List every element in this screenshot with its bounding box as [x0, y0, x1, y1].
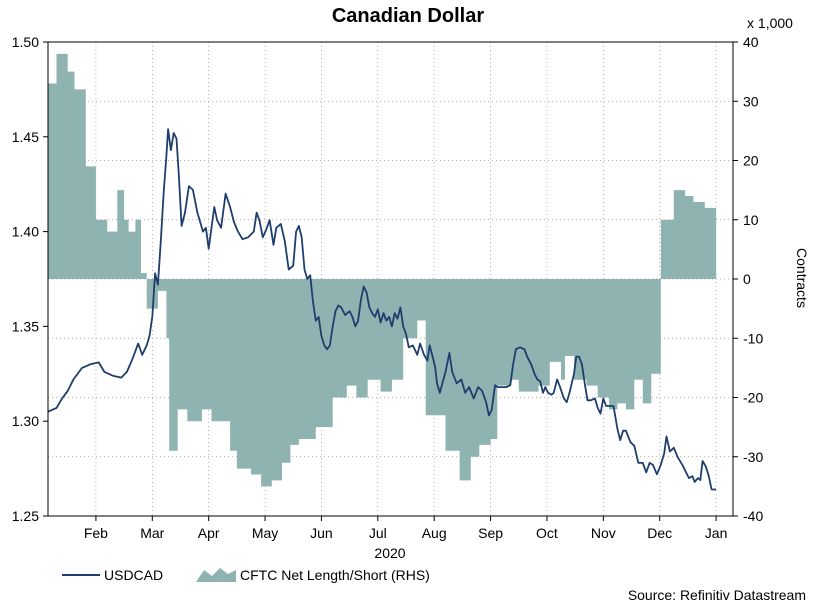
x-tick-label: Jan — [705, 525, 728, 541]
x-tick-label: Apr — [198, 525, 220, 541]
right-tick-label: 30 — [743, 93, 759, 109]
right-tick-label: 40 — [743, 34, 759, 50]
legend: USDCAD CFTC Net Length/Short (RHS) — [62, 567, 430, 583]
x-tick-label: Dec — [647, 525, 672, 541]
x-tick-label: Jun — [310, 525, 333, 541]
usdcad-line — [47, 128, 717, 491]
left-tick-label: 1.25 — [12, 508, 39, 524]
x-tick-label: Jul — [369, 525, 387, 541]
right-tick-label: 10 — [743, 212, 759, 228]
right-tick-label: 20 — [743, 153, 759, 169]
left-tick-label: 1.30 — [12, 413, 39, 429]
right-axis-label: Contracts — [794, 248, 810, 308]
left-tick-label: 1.45 — [12, 129, 39, 145]
left-axis: 1.50 1.45 1.40 1.35 1.30 1.25 — [12, 34, 48, 524]
x-tick-label: Nov — [591, 525, 616, 541]
legend-area-label: CFTC Net Length/Short (RHS) — [240, 567, 430, 583]
x-tick-label: Oct — [536, 525, 558, 541]
right-tick-label: 0 — [743, 271, 751, 287]
legend-line-label: USDCAD — [104, 567, 163, 583]
x-tick-label: Mar — [140, 525, 164, 541]
left-tick-label: 1.40 — [12, 224, 39, 240]
chart-title: Canadian Dollar — [332, 5, 484, 27]
x-tick-label: Sep — [478, 525, 503, 541]
x-tick-label: May — [252, 525, 278, 541]
cftc-net-area — [48, 53, 717, 487]
right-axis-unit: x 1,000 — [747, 15, 793, 31]
x-tick-label: Feb — [84, 525, 108, 541]
x-axis: Feb Mar Apr May Jun Jul Aug Sep Oct Nov Dec Jan — [84, 516, 728, 541]
right-tick-label: -20 — [743, 390, 763, 406]
source-note: Source: Refinitiv Datastream — [628, 587, 806, 603]
right-tick-label: -40 — [743, 508, 763, 524]
left-tick-label: 1.35 — [12, 318, 39, 334]
cftc-area-layer — [48, 53, 717, 487]
year-label: 2020 — [374, 545, 405, 561]
right-tick-label: -10 — [743, 330, 763, 346]
x-tick-label: Aug — [422, 525, 447, 541]
left-tick-label: 1.50 — [12, 34, 39, 50]
usdcad-line-layer — [47, 128, 717, 491]
right-axis: 40 30 20 10 0 -10 -20 -30 -40 — [733, 34, 763, 524]
right-tick-label: -30 — [743, 449, 763, 465]
legend-area-swatch — [196, 568, 236, 582]
